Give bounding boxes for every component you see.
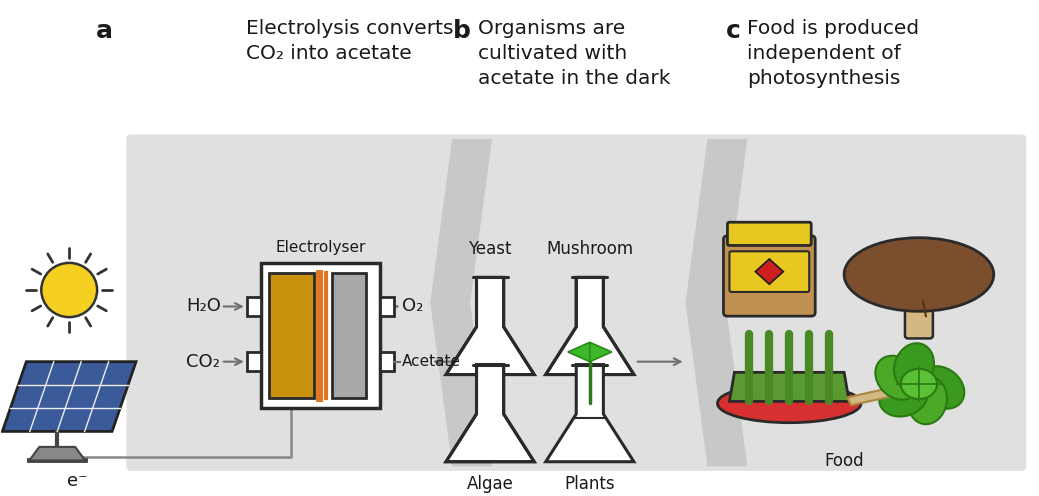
Text: a: a bbox=[97, 19, 113, 43]
Polygon shape bbox=[550, 348, 630, 372]
Text: H₂O: H₂O bbox=[186, 298, 220, 315]
Text: Organisms are
cultivated with
acetate in the dark: Organisms are cultivated with acetate in… bbox=[478, 19, 670, 88]
Polygon shape bbox=[847, 386, 904, 405]
Bar bbox=[331, 273, 367, 398]
Ellipse shape bbox=[876, 356, 918, 400]
FancyBboxPatch shape bbox=[261, 263, 380, 408]
FancyBboxPatch shape bbox=[727, 222, 811, 246]
Polygon shape bbox=[450, 348, 530, 372]
Text: b: b bbox=[453, 19, 471, 43]
Polygon shape bbox=[2, 362, 136, 432]
Polygon shape bbox=[450, 435, 530, 460]
Polygon shape bbox=[29, 447, 85, 460]
Text: Plants: Plants bbox=[564, 475, 615, 494]
Polygon shape bbox=[729, 372, 849, 401]
Polygon shape bbox=[568, 342, 590, 362]
Bar bbox=[246, 297, 261, 316]
Polygon shape bbox=[545, 277, 634, 374]
Ellipse shape bbox=[718, 384, 861, 423]
Text: e⁻: e⁻ bbox=[68, 472, 88, 490]
Text: Electrolyser: Electrolyser bbox=[275, 240, 366, 255]
Bar bbox=[380, 297, 395, 316]
Ellipse shape bbox=[920, 366, 964, 409]
Text: Food: Food bbox=[824, 452, 864, 470]
Ellipse shape bbox=[908, 376, 947, 424]
Text: CO₂: CO₂ bbox=[186, 353, 220, 371]
Polygon shape bbox=[755, 259, 783, 284]
Ellipse shape bbox=[879, 377, 928, 417]
Polygon shape bbox=[446, 277, 534, 374]
FancyBboxPatch shape bbox=[729, 251, 809, 292]
Text: c: c bbox=[725, 19, 741, 43]
Bar bbox=[380, 352, 395, 372]
Text: Algae: Algae bbox=[467, 475, 513, 494]
Polygon shape bbox=[430, 139, 492, 466]
Ellipse shape bbox=[901, 369, 937, 399]
Polygon shape bbox=[550, 348, 630, 372]
FancyBboxPatch shape bbox=[127, 135, 1025, 470]
Polygon shape bbox=[545, 365, 634, 462]
Text: O₂: O₂ bbox=[402, 298, 424, 315]
Bar bbox=[246, 352, 261, 372]
Text: Mushroom: Mushroom bbox=[547, 240, 634, 258]
Text: Acetate: Acetate bbox=[402, 354, 461, 369]
Polygon shape bbox=[450, 435, 530, 460]
Circle shape bbox=[42, 263, 97, 317]
Polygon shape bbox=[686, 139, 747, 466]
Bar bbox=[269, 273, 314, 398]
FancyBboxPatch shape bbox=[723, 236, 816, 316]
Ellipse shape bbox=[894, 343, 934, 390]
FancyBboxPatch shape bbox=[905, 274, 933, 338]
Polygon shape bbox=[590, 342, 612, 362]
Polygon shape bbox=[446, 365, 534, 462]
Ellipse shape bbox=[844, 238, 993, 311]
Text: Food is produced
independent of
photosynthesis: Food is produced independent of photosyn… bbox=[747, 19, 920, 88]
Text: Electrolysis converts
CO₂ into acetate: Electrolysis converts CO₂ into acetate bbox=[246, 19, 453, 63]
Polygon shape bbox=[450, 348, 530, 372]
Text: Yeast: Yeast bbox=[469, 240, 512, 258]
